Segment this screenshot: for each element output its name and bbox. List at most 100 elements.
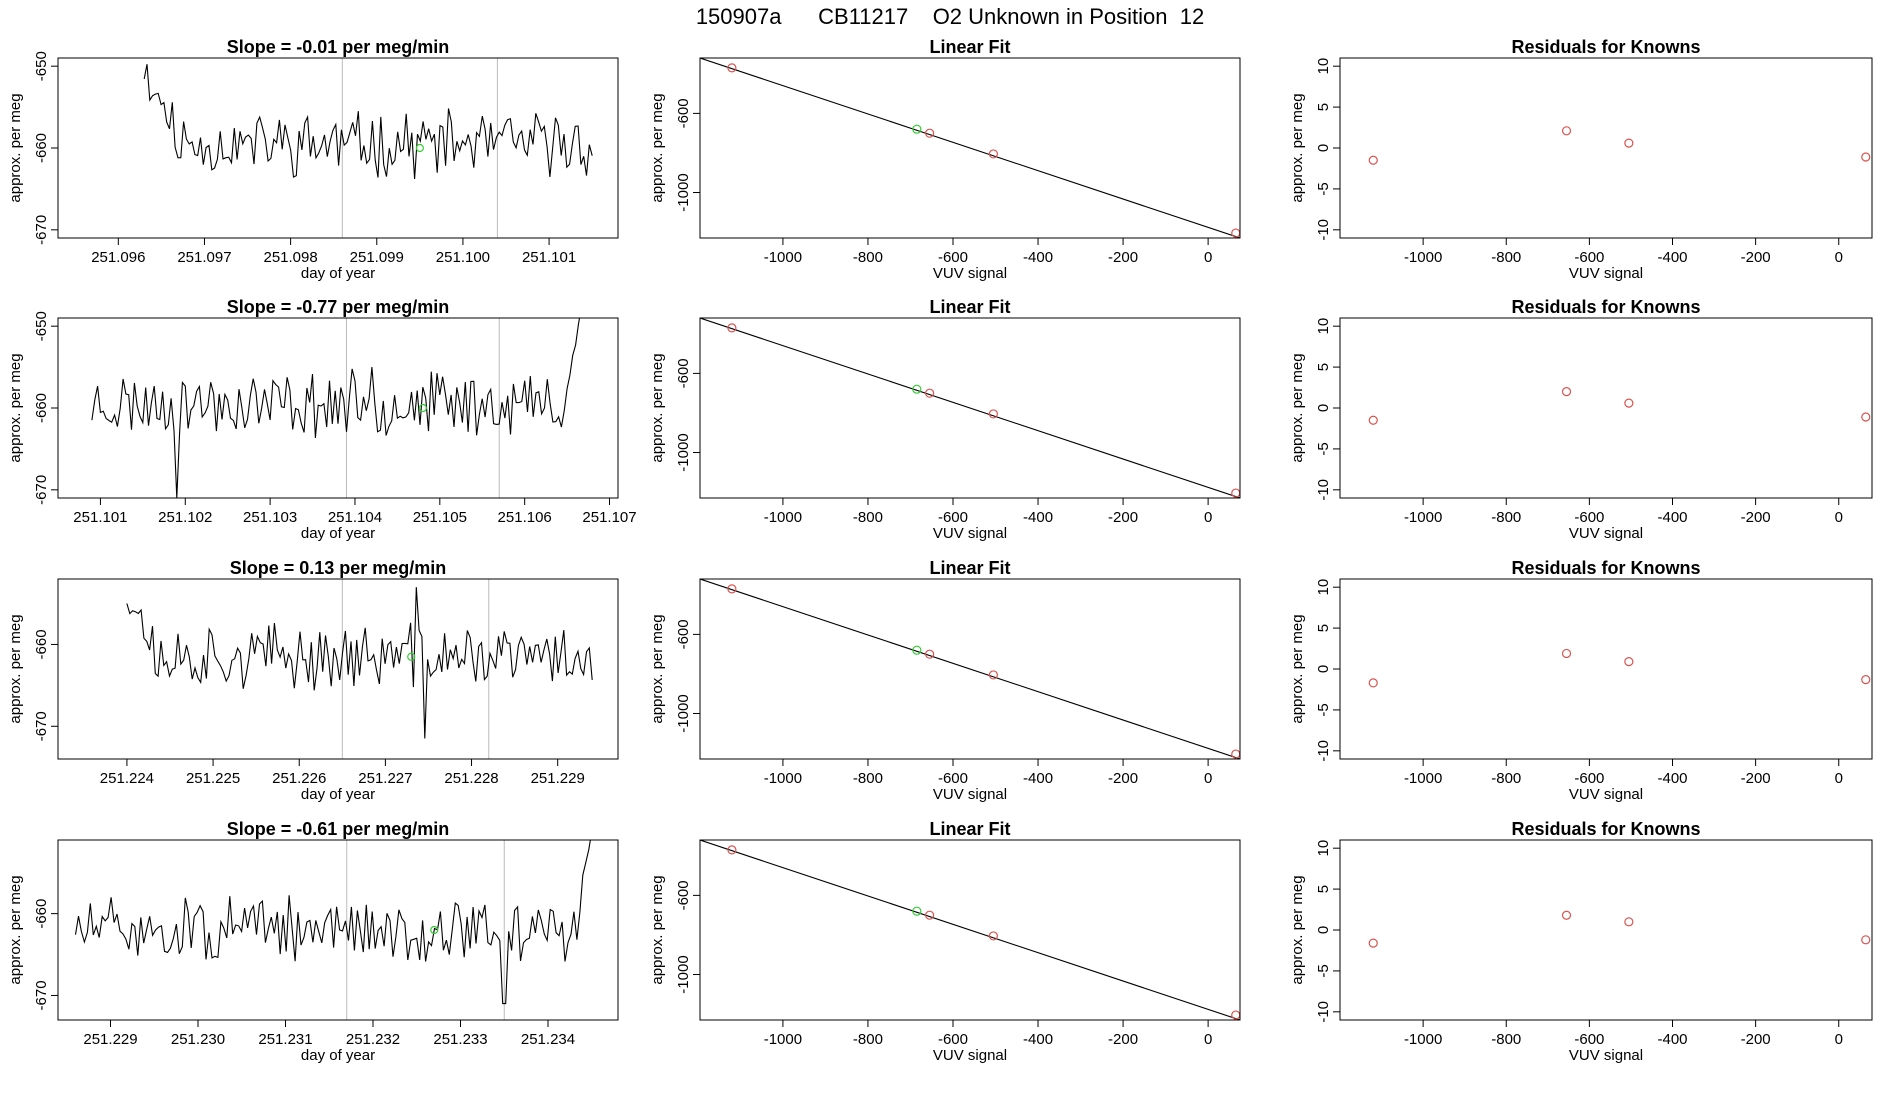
plot-frame bbox=[699, 839, 1241, 1021]
x-tick-label: -400 bbox=[1023, 509, 1053, 526]
y-tick-label: -1000 bbox=[675, 173, 692, 211]
x-axis-label: day of year bbox=[301, 1047, 375, 1064]
x-tick-label: 251.232 bbox=[346, 1031, 400, 1048]
y-tick-label: -600 bbox=[675, 358, 692, 388]
known-point bbox=[1561, 387, 1572, 397]
known-point bbox=[1368, 155, 1378, 165]
y-tick-label: 5 bbox=[1315, 885, 1332, 893]
x-tick-label: 0 bbox=[1204, 770, 1212, 787]
x-tick-label: -600 bbox=[938, 770, 968, 787]
y-axis-label: approx. per meg bbox=[1289, 875, 1306, 984]
y-tick-label: 5 bbox=[1315, 363, 1332, 371]
x-tick-label: -800 bbox=[853, 1031, 883, 1048]
y-tick-label: -10 bbox=[1315, 1001, 1332, 1023]
plot-area bbox=[143, 58, 593, 238]
known-point bbox=[1561, 126, 1572, 136]
linear-fit-2: Linear Fit -1000 -800 -600 -400 -200 0 -600 -100… bbox=[649, 297, 1241, 542]
x-tick-label: 0 bbox=[1835, 1031, 1843, 1048]
known-point bbox=[1561, 648, 1572, 659]
x-tick-label: -800 bbox=[853, 509, 883, 526]
residuals-3: Residuals for Knowns-1000 -800 -600 -400 -20… bbox=[1289, 558, 1873, 803]
x-tick-label: 251.230 bbox=[171, 1031, 225, 1048]
series-line bbox=[143, 64, 593, 180]
unknown-point bbox=[912, 906, 922, 916]
x-tick-label: -800 bbox=[1491, 509, 1521, 526]
x-tick-label: 251.101 bbox=[522, 249, 576, 266]
y-axis-label: approx. per meg bbox=[649, 353, 666, 462]
x-tick-label: 251.229 bbox=[531, 770, 585, 787]
y-tick-label: -5 bbox=[1315, 964, 1332, 977]
x-axis-label: day of year bbox=[301, 265, 375, 282]
x-tick-label: -800 bbox=[1491, 770, 1521, 787]
x-axis-label: VUV signal bbox=[1569, 1047, 1643, 1064]
plot-area bbox=[1368, 126, 1871, 165]
x-tick-label: 251.102 bbox=[158, 509, 212, 526]
y-tick-label: 0 bbox=[1315, 665, 1332, 673]
x-tick-label: 251.100 bbox=[436, 249, 490, 266]
known-point bbox=[988, 149, 998, 159]
x-tick-label: 0 bbox=[1204, 249, 1212, 266]
plot-frame bbox=[699, 578, 1241, 760]
x-tick-label: 0 bbox=[1835, 249, 1843, 266]
plot-area bbox=[700, 318, 1240, 498]
plot-frame bbox=[1339, 317, 1873, 499]
known-point bbox=[727, 323, 737, 333]
y-tick-label: 10 bbox=[1315, 58, 1332, 75]
unknown-point bbox=[418, 403, 427, 413]
y-tick-label: -10 bbox=[1315, 219, 1332, 241]
x-tick-label: 251.228 bbox=[444, 770, 498, 787]
residuals-2: Residuals for Knowns-1000 -800 -600 -400 -20… bbox=[1289, 297, 1873, 542]
plot-area bbox=[700, 579, 1240, 759]
timeseries-3: Slope = 0.13 per meg/min 251.224 251.225 25… bbox=[7, 558, 619, 803]
panel-title: Linear Fit bbox=[929, 37, 1010, 57]
y-tick-label: -10 bbox=[1315, 740, 1332, 762]
known-point bbox=[1231, 1010, 1240, 1020]
x-axis-label: VUV signal bbox=[933, 786, 1007, 803]
known-point bbox=[1561, 910, 1572, 920]
x-axis-label: VUV signal bbox=[1569, 786, 1643, 803]
y-tick-label: -5 bbox=[1315, 442, 1332, 455]
y-tick-label: -660 bbox=[33, 133, 50, 163]
x-tick-label: 251.098 bbox=[263, 249, 317, 266]
y-tick-label: -1000 bbox=[675, 694, 692, 732]
x-tick-label: -200 bbox=[1741, 770, 1771, 787]
x-tick-label: -400 bbox=[1657, 770, 1687, 787]
x-tick-label: 0 bbox=[1835, 509, 1843, 526]
plot-area bbox=[1368, 387, 1871, 425]
series-line bbox=[91, 318, 581, 498]
timeseries-1: Slope = -0.01 per meg/min 251.096 251.097 2… bbox=[7, 37, 619, 282]
series-line bbox=[126, 587, 593, 739]
x-tick-label: 0 bbox=[1204, 509, 1212, 526]
x-tick-label: -1000 bbox=[1404, 509, 1442, 526]
panel-title: Slope = -0.77 per meg/min bbox=[227, 297, 450, 317]
y-tick-label: -1000 bbox=[675, 433, 692, 471]
x-tick-label: 251.099 bbox=[350, 249, 404, 266]
x-tick-label: -600 bbox=[938, 1031, 968, 1048]
x-axis-label: VUV signal bbox=[933, 265, 1007, 282]
x-tick-label: -1000 bbox=[764, 770, 802, 787]
x-axis-label: day of year bbox=[301, 786, 375, 803]
x-tick-label: -800 bbox=[1491, 1031, 1521, 1048]
known-point bbox=[1861, 152, 1871, 162]
x-tick-label: -1000 bbox=[764, 249, 802, 266]
y-tick-label: -5 bbox=[1315, 182, 1332, 195]
known-point bbox=[727, 845, 737, 855]
plot-area bbox=[74, 840, 591, 1020]
known-point bbox=[1861, 675, 1871, 685]
y-axis-label: approx. per meg bbox=[7, 614, 24, 723]
known-point bbox=[1368, 415, 1378, 425]
x-axis-label: VUV signal bbox=[933, 525, 1007, 542]
y-tick-label: -600 bbox=[675, 880, 692, 910]
y-tick-label: -660 bbox=[33, 899, 50, 929]
y-axis-label: approx. per meg bbox=[1289, 93, 1306, 202]
x-tick-label: -200 bbox=[1108, 770, 1138, 787]
fit-line bbox=[700, 579, 1240, 759]
x-tick-label: 251.097 bbox=[177, 249, 231, 266]
panel-title: Slope = 0.13 per meg/min bbox=[230, 558, 447, 578]
known-point bbox=[988, 670, 998, 680]
panel-title: Residuals for Knowns bbox=[1511, 558, 1700, 578]
panel-title: Residuals for Knowns bbox=[1511, 819, 1700, 839]
x-axis-label: VUV signal bbox=[1569, 525, 1643, 542]
y-tick-label: -670 bbox=[33, 711, 50, 741]
x-tick-label: 0 bbox=[1835, 770, 1843, 787]
